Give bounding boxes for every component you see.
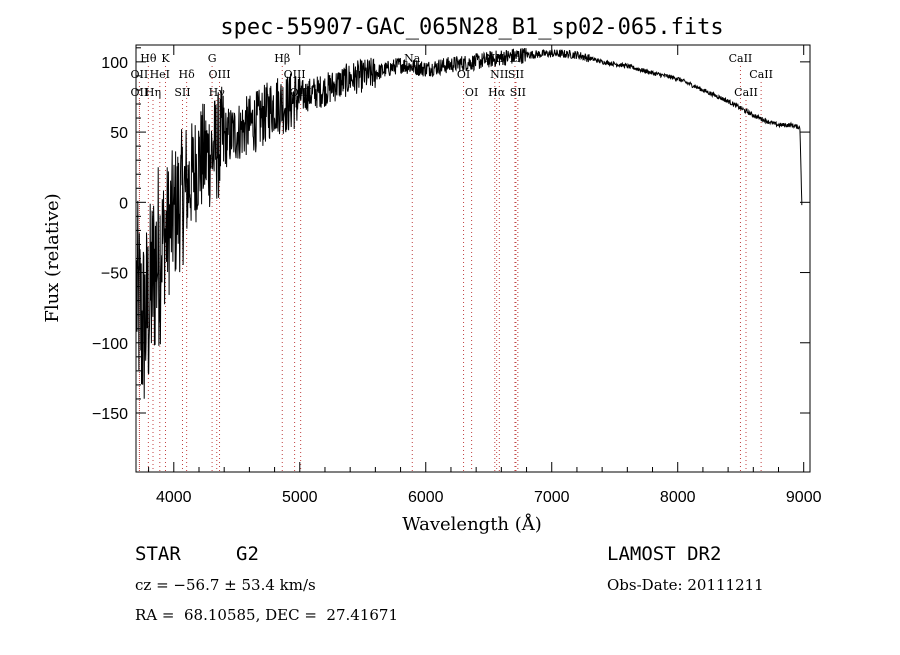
x-tick: 4000 [156, 45, 192, 506]
x-tick: 8000 [660, 45, 696, 506]
y-tick: −150 [92, 406, 810, 423]
chart-title: spec-55907-GAC_065N28_B1_sp02-065.fits [220, 15, 723, 40]
line-marker-label: K [161, 52, 170, 65]
line-marker-label: Li [510, 52, 521, 65]
line-marker-label: OIII [208, 68, 230, 81]
y-tick: 0 [119, 195, 810, 212]
line-marker-label: Hθ [140, 52, 157, 65]
line-marker-label: CaII [734, 86, 758, 99]
y-tick: −100 [92, 336, 810, 353]
line-marker-label: HeI [150, 68, 170, 81]
x-tick-label: 9000 [786, 489, 822, 506]
survey-name: LAMOST DR2 [607, 543, 721, 565]
spectrum-line [136, 47, 803, 399]
obs-date: Obs-Date: 20111211 [607, 576, 764, 594]
y-tick-label: −150 [92, 406, 128, 423]
line-marker-label: SII [508, 68, 524, 81]
line-marker-label: SII [174, 86, 190, 99]
y-tick-label: 100 [101, 55, 128, 72]
x-tick-label: 7000 [534, 489, 570, 506]
y-tick-label: −100 [92, 336, 128, 353]
y-tick-label: −50 [101, 266, 128, 283]
line-marker-label: OII [131, 68, 149, 81]
x-tick-label: 8000 [660, 489, 696, 506]
x-tick: 9000 [786, 45, 822, 506]
line-marker-label: OII [131, 86, 149, 99]
y-tick: 100 [101, 55, 810, 72]
y-tick: 50 [110, 125, 810, 142]
line-markers [138, 66, 762, 472]
x-tick: 7000 [534, 45, 570, 506]
x-axis-ticks: 4000 5000 6000 7000 8000 9000 [148, 45, 822, 506]
line-marker-label: Hη [145, 86, 161, 99]
coordinates: RA = 68.10585, DEC = 27.41671 [135, 606, 398, 624]
line-marker-label: NII [490, 68, 508, 81]
line-marker-label: OI [465, 86, 478, 99]
line-marker-label: G [208, 52, 217, 65]
y-tick: −50 [101, 266, 810, 283]
line-marker-label: CaII [729, 52, 753, 65]
object-class: STAR [135, 543, 181, 565]
y-tick-label: 0 [119, 195, 128, 212]
line-marker-label: CaII [749, 68, 773, 81]
x-axis-label: Wavelength (Å) [402, 513, 542, 535]
line-marker-label: Hδ [179, 68, 196, 81]
redshift-cz: cz = −56.7 ± 53.4 km/s [135, 576, 316, 594]
y-tick-label: 50 [110, 125, 128, 142]
line-marker-label: Hβ [274, 52, 290, 65]
x-tick: 6000 [408, 45, 444, 506]
y-axis-label: Flux (relative) [42, 193, 63, 322]
object-subclass: G2 [236, 543, 259, 565]
x-tick: 5000 [282, 45, 318, 506]
x-tick-label: 6000 [408, 489, 444, 506]
line-marker-label: Hα [488, 86, 506, 99]
x-tick-label: 4000 [156, 489, 192, 506]
y-axis-ticks: −150 −100 −50 0 50 100 [92, 47, 810, 423]
plot-frame [135, 44, 811, 473]
line-marker-label: SII [510, 86, 526, 99]
x-tick-label: 5000 [282, 489, 318, 506]
